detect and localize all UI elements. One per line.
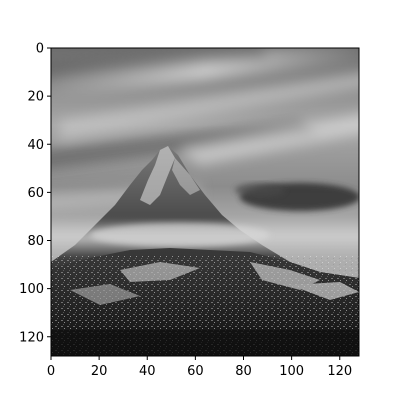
snow-ridge	[140, 146, 175, 205]
x-tick-label: 120	[327, 364, 352, 379]
x-tick-label: 60	[187, 364, 204, 379]
y-tick-label: 20	[27, 90, 44, 105]
y-axis-ticks: 0 20 40 60 80 100 120	[19, 42, 51, 345]
axes-frame	[50, 47, 360, 357]
y-tick-label: 80	[27, 234, 44, 249]
x-axis-ticks: 0 20 40 60 80 100 120	[47, 356, 352, 379]
cloud-streaks	[51, 48, 359, 210]
x-tick-label: 0	[47, 364, 55, 379]
x-tick-label: 20	[91, 364, 108, 379]
x-tick-label: 100	[279, 364, 304, 379]
mountain-image	[51, 48, 359, 356]
x-tick-label: 40	[139, 364, 156, 379]
y-tick-label: 60	[27, 186, 44, 201]
y-tick-label: 100	[19, 282, 44, 297]
snow-patches	[70, 262, 359, 305]
x-tick-label: 80	[235, 364, 252, 379]
y-tick-label: 0	[36, 42, 44, 57]
y-tick-label: 120	[19, 330, 44, 345]
y-tick-label: 40	[27, 138, 44, 153]
